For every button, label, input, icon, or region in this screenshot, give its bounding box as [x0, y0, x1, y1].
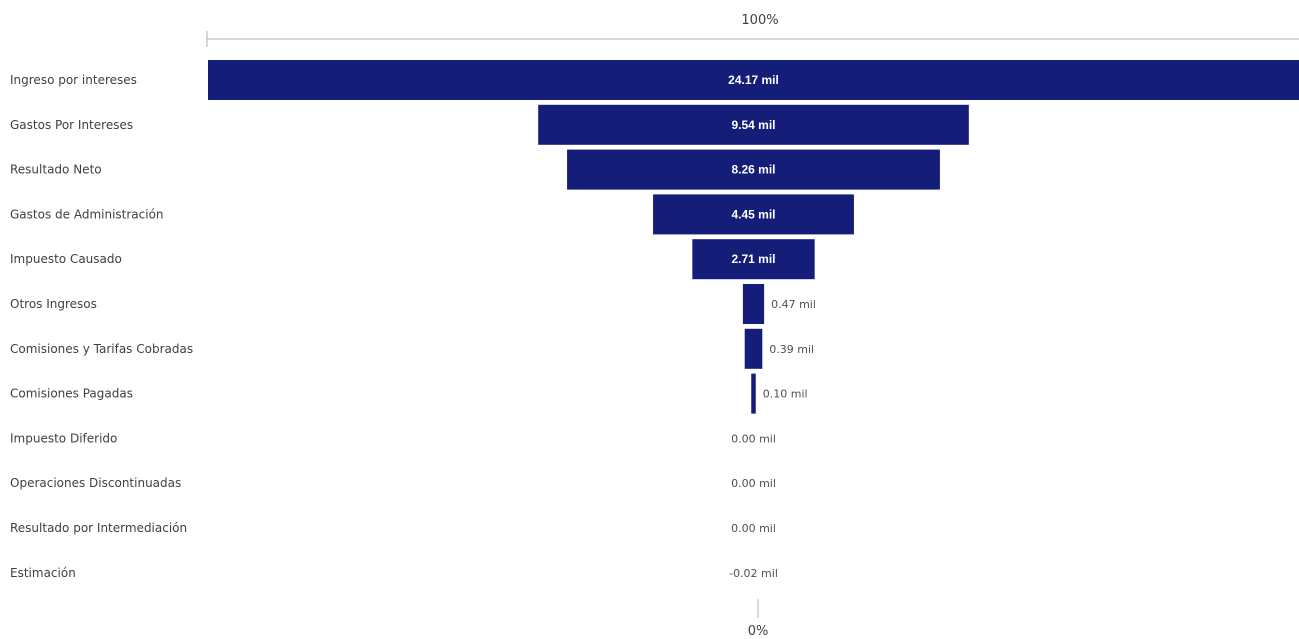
value-label: 8.26 mil	[731, 163, 775, 177]
category-label: Ingreso por intereses	[10, 73, 137, 87]
category-label: Impuesto Diferido	[10, 431, 117, 445]
category-label: Estimación	[10, 566, 76, 580]
funnel-bar[interactable]	[744, 328, 763, 369]
funnel-bar[interactable]	[751, 373, 756, 414]
category-label: Resultado Neto	[10, 163, 102, 177]
funnel-row[interactable]: Resultado por Intermediación 0.00 mil	[10, 521, 776, 535]
category-label: Gastos de Administración	[10, 207, 164, 221]
funnel-bar[interactable]	[208, 60, 1299, 100]
value-label: 0.00 mil	[731, 522, 776, 535]
bottom-percent-axis: 0%	[748, 599, 769, 639]
funnel-row[interactable]: Operaciones Discontinuadas 0.00 mil	[10, 476, 776, 490]
funnel-row[interactable]: Comisiones y Tarifas Cobradas 0.39 mil	[10, 328, 814, 369]
category-label: Gastos Por Intereses	[10, 118, 133, 132]
funnel-row[interactable]: Resultado Neto 8.26 mil	[10, 149, 940, 190]
category-label: Resultado por Intermediación	[10, 521, 187, 535]
top-percent-label: 100%	[741, 13, 778, 28]
funnel-row[interactable]: Impuesto Causado 2.71 mil	[10, 239, 815, 280]
funnel-bar[interactable]	[538, 104, 969, 145]
funnel-bar[interactable]	[692, 239, 815, 280]
value-label: 0.39 mil	[769, 343, 814, 356]
value-label: 0.47 mil	[771, 298, 816, 311]
bottom-percent-label: 0%	[748, 624, 769, 639]
value-label: 0.10 mil	[763, 388, 808, 401]
value-label: -0.02 mil	[729, 567, 778, 580]
category-label: Otros Ingresos	[10, 297, 97, 311]
category-label: Comisiones y Tarifas Cobradas	[10, 342, 193, 356]
category-label: Operaciones Discontinuadas	[10, 476, 181, 490]
funnel-rows: Ingreso por intereses 24.17 mil Gastos Por…	[10, 60, 1299, 580]
top-percent-axis: 100%	[206, 13, 1299, 47]
value-label: 24.17 mil	[728, 73, 779, 87]
funnel-row[interactable]: Comisiones Pagadas 0.10 mil	[10, 373, 808, 414]
funnel-row[interactable]: Otros Ingresos 0.47 mil	[10, 284, 816, 324]
category-label: Impuesto Causado	[10, 252, 122, 266]
funnel-row[interactable]: Estimación -0.02 mil	[10, 566, 778, 580]
funnel-bar[interactable]	[567, 149, 940, 190]
value-label: 4.45 mil	[731, 207, 775, 221]
funnel-row[interactable]: Gastos Por Intereses 9.54 mil	[10, 104, 969, 145]
value-label: 0.00 mil	[731, 432, 776, 445]
funnel-row[interactable]: Ingreso por intereses 24.17 mil	[10, 60, 1299, 100]
funnel-row[interactable]: Gastos de Administración 4.45 mil	[10, 194, 854, 235]
category-label: Comisiones Pagadas	[10, 387, 133, 401]
value-label: 2.71 mil	[731, 252, 775, 266]
value-label: 0.00 mil	[731, 477, 776, 490]
funnel-row[interactable]: Impuesto Diferido 0.00 mil	[10, 431, 776, 445]
funnel-bar[interactable]	[653, 194, 854, 235]
funnel-bar[interactable]	[742, 284, 765, 324]
value-label: 9.54 mil	[731, 118, 775, 132]
